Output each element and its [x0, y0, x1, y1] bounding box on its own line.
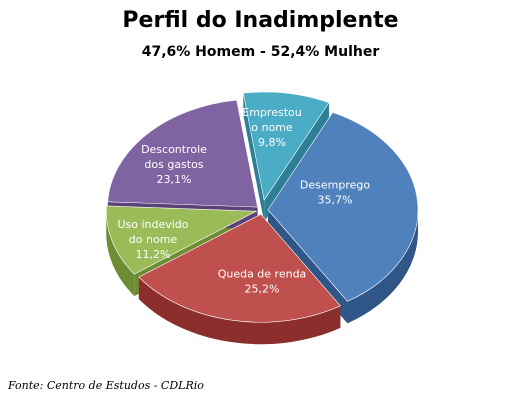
pie-category-label-3: Uso indevido: [117, 218, 188, 231]
pie-value-label-0: 9,8%: [258, 136, 286, 149]
pie-cut-0-0: [243, 93, 265, 223]
pie-value-label-2: 25,2%: [245, 283, 280, 296]
source-note: Fonte: Centro de Estudos - CDLRio: [8, 379, 204, 392]
pie-slice-emprestou-o-nome: [242, 91, 330, 201]
chart-title: Perfil do Inadimplente: [122, 8, 399, 33]
pie-category-label-4: Descontrole: [141, 143, 207, 156]
pie-value-label-3: 11,2%: [136, 248, 171, 261]
pie-category-label-3: do nome: [129, 233, 178, 246]
chart-subtitle: 47,6% Homem - 52,4% Mulher: [141, 44, 380, 60]
pie-labels: Emprestou o nome 9,8% Desemprego 35,7% Queda …: [117, 106, 370, 296]
pie-slices: [105, 91, 419, 323]
pie-category-label-4: dos gastos: [144, 158, 203, 171]
pie-category-label-0: Emprestou: [242, 106, 301, 119]
pie-category-label-1: Desemprego: [300, 179, 370, 192]
pie-side-2: [138, 277, 341, 345]
pie-value-label-4: 23,1%: [157, 173, 192, 186]
pie-slice-queda-de-renda: [138, 213, 341, 323]
pie-side-3: [106, 211, 135, 297]
pie-category-label-0: o nome: [251, 121, 293, 134]
pie-chart: Emprestou o nome 9,8% Desemprego 35,7% Queda …: [105, 91, 419, 345]
pie-category-label-2: Queda de renda: [218, 268, 307, 281]
pie-slice-uso-indevido-do-nome: [105, 205, 258, 275]
pie-side-1: [347, 209, 418, 324]
pie-slice-descontrole-dos-gastos: [107, 99, 258, 208]
pie-slice-desemprego: [267, 112, 419, 302]
pie-value-label-1: 35,7%: [318, 194, 353, 207]
